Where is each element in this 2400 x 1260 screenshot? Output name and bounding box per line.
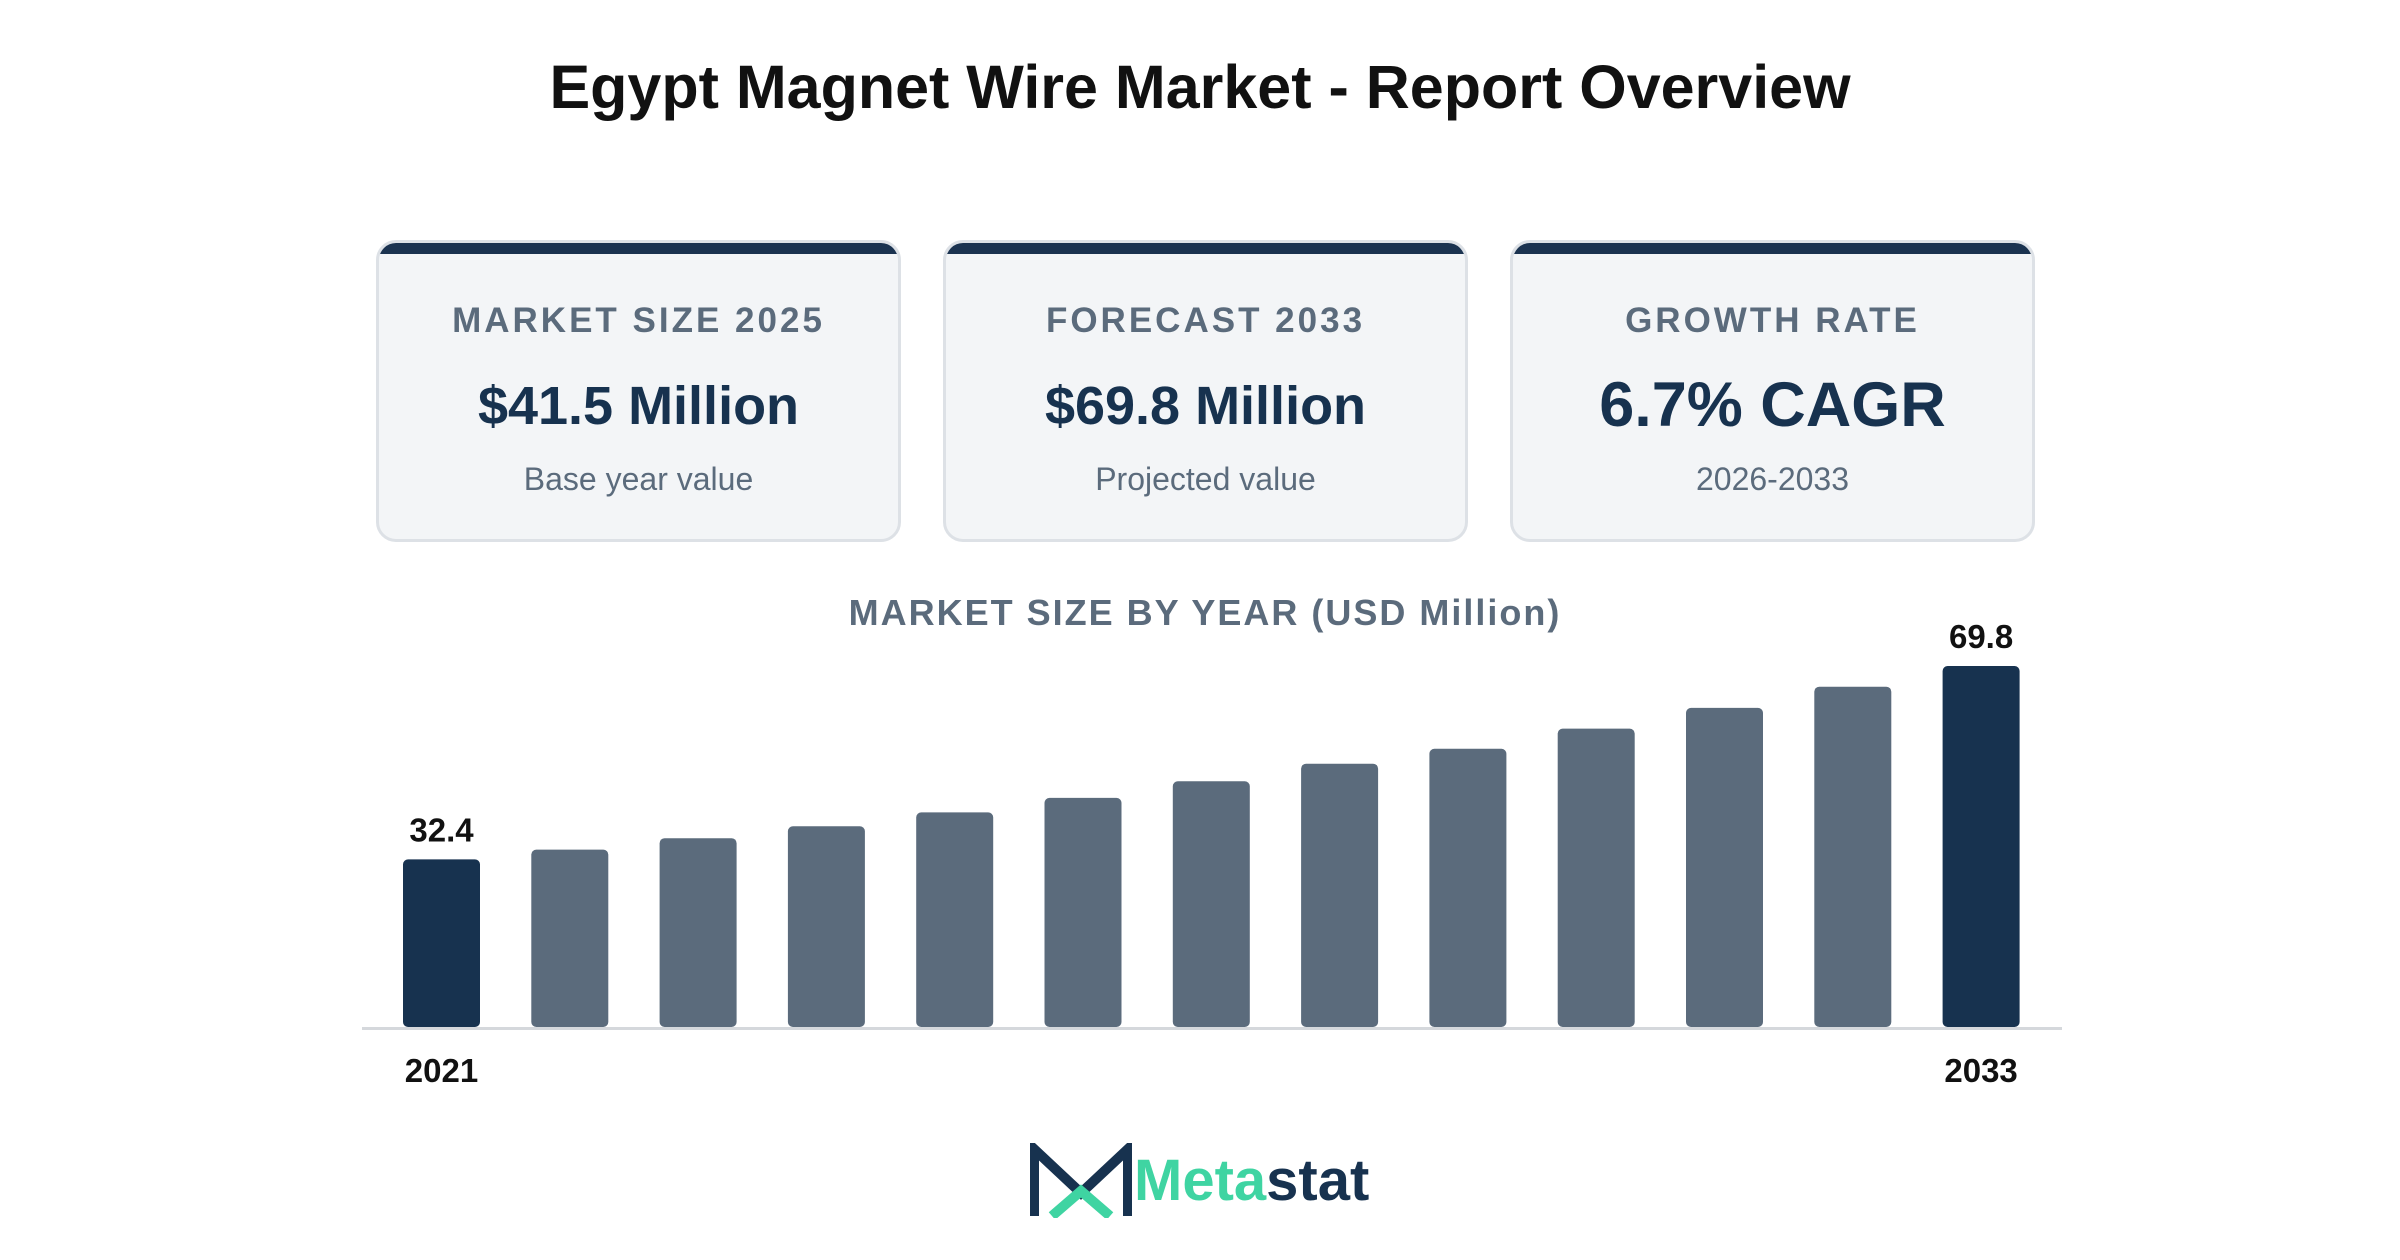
forecast-label: FORECAST 2033: [1045, 301, 1366, 340]
x-tick-label-2021: 2021: [405, 1052, 478, 1089]
bar-2029: [1429, 748, 1507, 1027]
forecast-card: FORECAST 2033 $69.8 Million Projected va…: [943, 240, 1468, 542]
market-size-label: MARKET SIZE 2025: [452, 301, 825, 340]
bar-2021: [403, 859, 480, 1027]
market-size-card: MARKET SIZE 2025 $41.5 Million Base year…: [376, 240, 901, 542]
bar-2026: [1044, 797, 1122, 1027]
page-title: Egypt Magnet Wire Market - Report Overvi…: [549, 53, 1851, 121]
chart-title: MARKET SIZE BY YEAR (USD Million): [848, 592, 1562, 633]
bar-2027: [1172, 781, 1250, 1027]
data-label-2021: 32.4: [409, 811, 474, 848]
logo-text-meta: Meta: [1134, 1148, 1267, 1213]
bar-2031: [1686, 707, 1763, 1027]
logo-text-stat: stat: [1266, 1148, 1370, 1213]
bar-2024: [787, 826, 865, 1027]
card-accent-bar: [946, 243, 1465, 254]
growth-rate-card: GROWTH RATE 6.7% CAGR 2026-2033: [1510, 240, 2035, 542]
card-accent-bar: [379, 243, 898, 254]
metastat-logo: Metastat: [1030, 1143, 1400, 1218]
forecast-value: $69.8 Million: [1044, 376, 1367, 436]
market-size-subtitle: Base year value: [523, 461, 754, 497]
bar-2022: [531, 849, 609, 1027]
x-tick-label-2033: 2033: [1944, 1052, 2017, 1089]
bar-2023: [659, 838, 737, 1027]
bar-2030: [1557, 728, 1635, 1027]
bar-2033: [1942, 666, 2020, 1027]
forecast-subtitle: Projected value: [1095, 461, 1316, 497]
market-size-value: $41.5 Million: [477, 376, 800, 436]
bar-2028: [1301, 763, 1379, 1027]
growth-rate-value: 6.7% CAGR: [1599, 370, 1946, 440]
data-label-2033: 69.8: [1949, 618, 2013, 655]
bar-2025: [916, 812, 994, 1027]
growth-rate-label: GROWTH RATE: [1625, 301, 1920, 340]
logo-wordmark: Metastat: [1134, 1143, 1369, 1218]
metastat-m-logo-icon: [1030, 1143, 1132, 1218]
growth-rate-subtitle: 2026-2033: [1695, 461, 1850, 497]
card-accent-bar: [1513, 243, 2032, 254]
bar-2032: [1814, 686, 1892, 1027]
